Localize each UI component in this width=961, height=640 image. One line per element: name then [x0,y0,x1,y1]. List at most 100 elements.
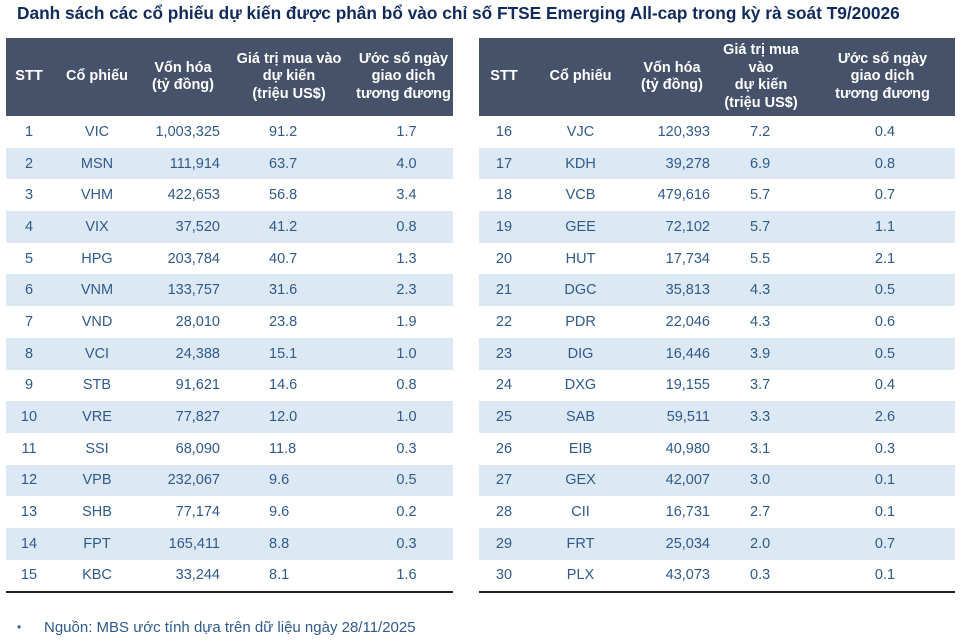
cell-expected-buy-value: 56.8 [269,187,298,204]
cell-market-cap: 39,278 [632,147,712,180]
bullet-icon: • [17,620,22,635]
cell-trading-days: 1.0 [354,401,453,433]
cell-stt: 19 [479,211,529,243]
cell-market-cap: 133,757 [142,274,224,307]
cell-trading-days: 0.3 [396,440,417,457]
cell-stt: 9 [24,377,34,394]
table-header-row: STT Cổ phiếu Vốn hóa (tỷ đồng) Giá trị mu… [479,38,955,116]
header-market-cap: Vốn hóa (tỷ đồng) [632,38,712,116]
cell-market-cap: 232,067 [142,464,224,497]
cell-stock: KBC [52,559,142,594]
cell-stock: VHM [80,187,114,204]
cell-trading-days: 0.6 [874,313,896,330]
table-row: 10 VRE 77,827 12.0 1.0 [6,401,453,433]
table-row: 21 DGC 35,813 4.3 0.5 [479,274,955,307]
cell-expected-buy-value: 40.7 [269,250,298,267]
cell-market-cap: 91,621 [175,377,220,394]
table-row: 18 VCB 479,616 5.7 0.7 [479,179,955,211]
table-header-row: STT Cổ phiếu Vốn hóa (tỷ đồng) Giá trị mu… [6,38,453,116]
cell-stt: 26 [495,440,513,457]
cell-trading-days: 2.1 [874,250,896,267]
table-row: 12 VPB 232,067 9.6 0.5 [6,464,453,497]
cell-market-cap: 68,090 [175,440,220,457]
cell-expected-buy-value: 9.6 [224,464,354,497]
cell-market-cap: 35,813 [632,274,712,307]
header-trading-days: Ước số ngày giao dịch tương đương [810,38,955,116]
cell-stt: 14 [6,527,52,560]
cell-expected-buy-value: 6.9 [712,147,810,180]
cell-trading-days: 4.0 [354,147,453,180]
cell-market-cap: 1,003,325 [155,123,220,140]
cell-market-cap: 422,653 [167,187,220,204]
cell-market-cap: 33,244 [142,559,224,594]
table-row: 20 HUT 17,734 5.5 2.1 [479,243,955,275]
cell-stock: VCB [565,187,596,204]
cell-market-cap: 25,034 [632,527,712,560]
cell-market-cap: 111,914 [142,147,224,180]
cell-trading-days: 0.8 [396,377,417,394]
cell-expected-buy-value: 3.9 [712,337,810,370]
cell-stt: 18 [495,187,513,204]
cell-expected-buy-value: 8.1 [224,559,354,594]
cell-trading-days: 0.2 [396,504,417,521]
header-stock: Cổ phiếu [529,38,632,116]
cell-trading-days: 1.6 [354,559,453,594]
cell-stock: DXG [564,377,597,394]
table-row: 3 VHM 422,653 56.8 3.4 [6,179,453,211]
cell-market-cap: 59,511 [632,401,712,433]
cell-expected-buy-value: 5.7 [712,211,810,243]
cell-stock: VCI [52,337,142,370]
cell-expected-buy-value: 3.0 [712,464,810,497]
stocks-table-right: STT Cổ phiếu Vốn hóa (tỷ đồng) Giá trị mu… [479,38,955,594]
cell-trading-days: 0.1 [874,504,896,521]
cell-stt: 17 [479,147,529,180]
cell-stock: KDH [529,147,632,180]
cell-trading-days: 1.1 [810,211,955,243]
cell-stt: 21 [479,274,529,307]
cell-stock: PLX [529,559,632,594]
cell-stt: 27 [479,464,529,497]
cell-market-cap: 203,784 [167,250,220,267]
source-note: • Nguồn: MBS ước tính dựa trên dữ liệu ng… [17,619,416,636]
cell-trading-days: 2.6 [810,401,955,433]
table-row: 24 DXG 19,155 3.7 0.4 [479,370,955,402]
cell-expected-buy-value: 31.6 [224,274,354,307]
header-stt: STT [6,38,52,116]
cell-stock: VJC [566,123,595,140]
table-row: 2 MSN 111,914 63.7 4.0 [6,147,453,180]
table-row: 29 FRT 25,034 2.0 0.7 [479,527,955,560]
cell-market-cap: 28,010 [175,313,220,330]
cell-trading-days: 0.1 [810,464,955,497]
table-row: 19 GEE 72,102 5.7 1.1 [479,211,955,243]
header-stock: Cổ phiếu [52,38,142,116]
cell-trading-days: 0.8 [354,211,453,243]
cell-trading-days: 0.1 [810,559,955,594]
cell-market-cap: 40,980 [665,440,710,457]
cell-market-cap: 42,007 [632,464,712,497]
cell-market-cap: 120,393 [657,123,710,140]
cell-stt: 7 [24,313,34,330]
table-row: 11 SSI 68,090 11.8 0.3 [6,433,453,465]
cell-trading-days: 0.7 [810,527,955,560]
table-row: 7 VND 28,010 23.8 1.9 [6,306,453,338]
cell-stock: FRT [529,527,632,560]
cell-trading-days: 0.3 [874,440,896,457]
cell-stt: 23 [479,337,529,370]
cell-expected-buy-value: 8.8 [224,527,354,560]
cell-stock: CII [571,504,590,521]
cell-stt: 20 [495,250,513,267]
table-row: 5 HPG 203,784 40.7 1.3 [6,243,453,275]
cell-stock: FPT [52,527,142,560]
cell-stt: 15 [6,559,52,594]
cell-stock: GEX [529,464,632,497]
cell-market-cap: 16,446 [632,337,712,370]
cell-stock: EIB [568,440,593,457]
cell-stt: 24 [495,377,513,394]
cell-trading-days: 0.5 [810,274,955,307]
table-row: 6 VNM 133,757 31.6 2.3 [6,274,453,307]
cell-expected-buy-value: 0.3 [712,559,810,594]
cell-expected-buy-value: 4.3 [750,313,771,330]
cell-market-cap: 77,174 [175,504,220,521]
cell-expected-buy-value: 3.3 [712,401,810,433]
cell-trading-days: 0.3 [354,527,453,560]
